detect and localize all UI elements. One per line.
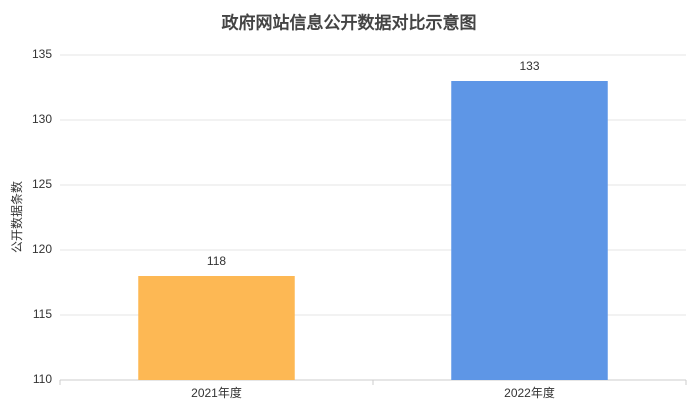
y-tick-label: 110	[33, 372, 52, 386]
data-label: 118	[207, 254, 226, 268]
x-tick-label: 2022年度	[504, 385, 555, 400]
bar	[138, 276, 295, 380]
bar	[451, 81, 608, 380]
y-tick-label: 135	[32, 47, 52, 61]
y-tick-label: 130	[32, 112, 52, 126]
y-tick-label: 120	[32, 242, 52, 256]
chart-title: 政府网站信息公开数据对比示意图	[222, 12, 477, 32]
x-tick-label: 2021年度	[191, 385, 242, 400]
data-label: 133	[519, 59, 539, 73]
y-tick-label: 115	[33, 307, 52, 321]
y-axis-label: 公开数据条数	[9, 181, 24, 253]
y-tick-label: 125	[32, 177, 52, 191]
